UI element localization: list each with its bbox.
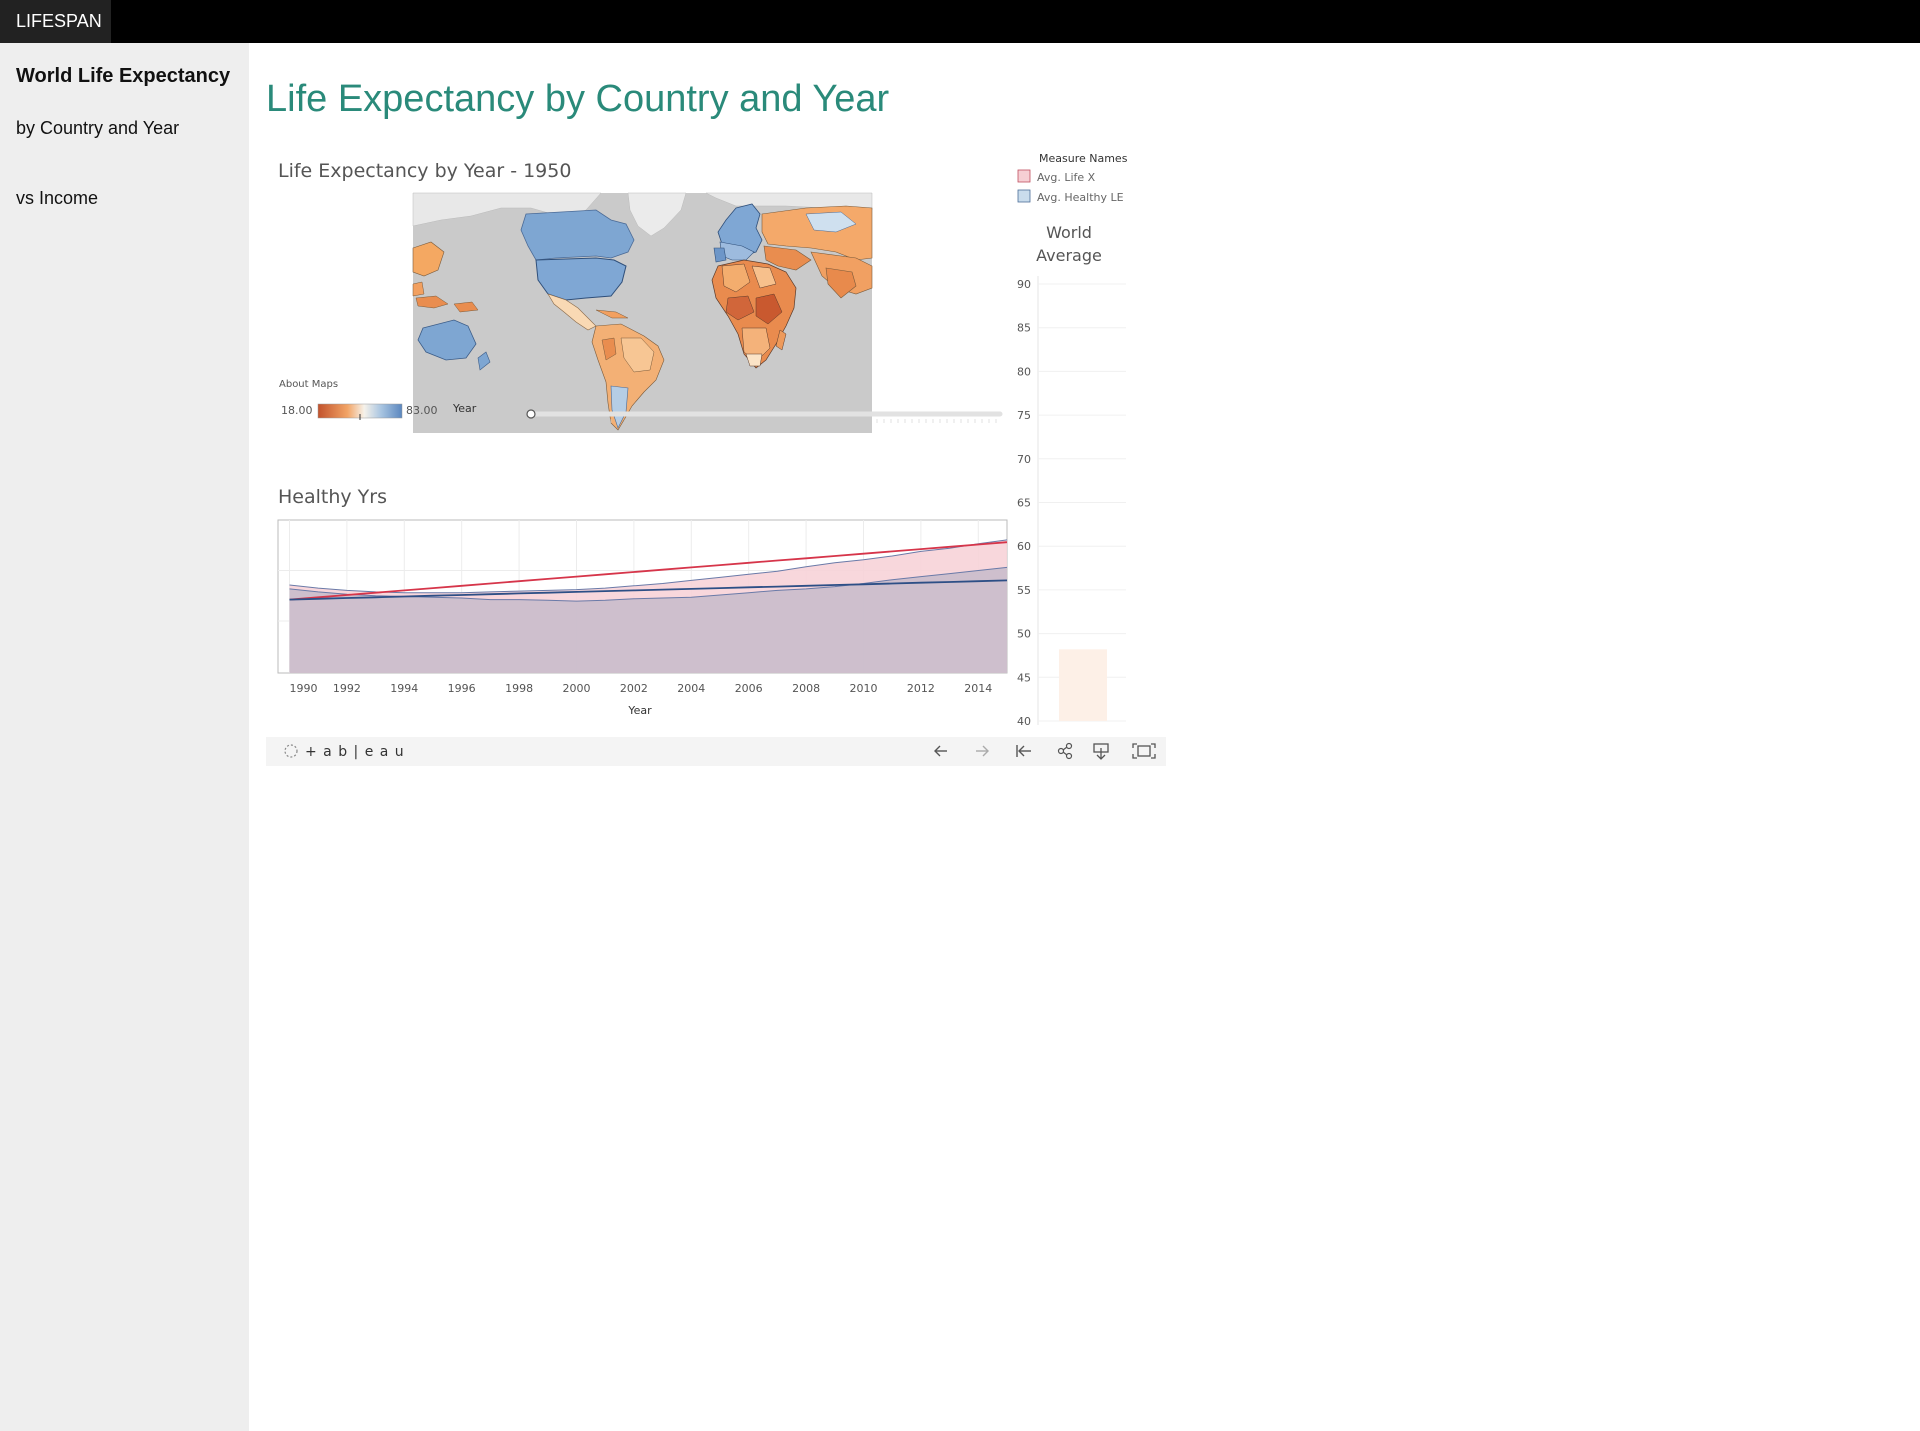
measure-legend: Measure Names Avg. Life X Avg. Healthy L… [1017, 152, 1128, 204]
healthy-chart-xtick: 2000 [562, 682, 590, 695]
sidebar-link-by-country[interactable]: by Country and Year [16, 118, 180, 138]
legend-title: Measure Names [1039, 152, 1128, 165]
area-series-lower [289, 567, 1007, 673]
world-avg-title-line2: Average [1036, 246, 1102, 265]
tableau-logo-text[interactable]: + a b | e a u [305, 744, 405, 760]
tableau-logo-icon[interactable] [284, 744, 298, 758]
healthy-chart-xtick: 2014 [964, 682, 992, 695]
viz-canvas: Life Expectancy by Year - 1950 [266, 152, 1166, 766]
sidebar-link-vs-income[interactable]: vs Income [16, 188, 99, 208]
healthy-chart-xtick: 2004 [677, 682, 705, 695]
world-avg-ytick: 75 [1017, 409, 1031, 422]
brand-link[interactable]: LIFESPAN [0, 0, 111, 43]
healthy-chart-xtick: 1998 [505, 682, 533, 695]
top-navbar: LIFESPAN [0, 0, 1920, 43]
page-title: Life Expectancy by Country and Year [266, 78, 890, 120]
undo-icon[interactable] [934, 745, 947, 757]
sidebar: World Life Expectancy by Country and Yea… [0, 43, 249, 1431]
legend-swatch-life-x [1017, 169, 1031, 183]
share-icon[interactable] [1057, 742, 1073, 760]
world-avg-ytick: 50 [1017, 628, 1031, 641]
world-avg-ytick: 45 [1017, 671, 1031, 684]
healthy-chart-xtick: 2010 [849, 682, 877, 695]
world-avg-ytick: 65 [1017, 497, 1031, 510]
healthy-chart-xtick: 2002 [620, 682, 648, 695]
world-avg-ytick: 80 [1017, 365, 1031, 378]
healthy-chart-title: Healthy Yrs [278, 486, 387, 508]
healthy-chart-xtick: 1994 [390, 682, 418, 695]
legend-swatch-healthy-le [1017, 189, 1031, 203]
healthy-chart-xtick: 2012 [907, 682, 935, 695]
tableau-toolbar: + a b | e a u [266, 737, 1166, 766]
world-avg-ytick: 85 [1017, 322, 1031, 335]
map-title: Life Expectancy by Year - 1950 [278, 160, 571, 182]
line-series-trend-blue [289, 579, 1008, 601]
line-series-outline-upper [289, 539, 1008, 594]
healthy-chart-xtick: 1990 [289, 682, 317, 695]
healthy-chart-xtick: 2006 [735, 682, 763, 695]
world-avg-ytick: 40 [1017, 715, 1031, 728]
fullscreen-icon[interactable] [1132, 743, 1156, 759]
world-avg-ytick: 55 [1017, 584, 1031, 597]
world-average-chart[interactable]: 90 85 80 75 70 65 60 55 50 45 40 [1017, 276, 1126, 728]
color-scale-legend: 18.00 83.00 [281, 403, 438, 420]
year-slider-handle[interactable] [526, 409, 536, 419]
healthy-chart-xtick: 2008 [792, 682, 820, 695]
revert-icon[interactable] [1016, 745, 1031, 757]
world-avg-ytick: 60 [1017, 540, 1031, 553]
healthy-chart-xlabel: Year [627, 704, 652, 717]
world-avg-bar [1059, 649, 1107, 721]
year-slider[interactable] [526, 409, 1003, 423]
healthy-chart-xtick: 1992 [333, 682, 361, 695]
sidebar-title: World Life Expectancy [16, 65, 231, 87]
redo-icon[interactable] [976, 745, 989, 757]
download-icon[interactable] [1093, 743, 1109, 760]
legend-label-healthy-le: Avg. Healthy LE [1037, 191, 1124, 204]
world-map[interactable] [412, 192, 873, 433]
legend-label-life-x: Avg. Life X [1037, 171, 1096, 184]
world-avg-ytick: 90 [1017, 278, 1031, 291]
world-avg-title-line1: World [1046, 223, 1092, 242]
scale-max-label: 83.00 [406, 404, 438, 417]
year-slider-label: Year [452, 402, 477, 415]
healthy-yrs-chart[interactable]: 1990 1992 1994 1996 1998 2000 2002 2004 2006 2008… [277, 519, 1008, 695]
world-avg-ytick: 70 [1017, 453, 1031, 466]
healthy-chart-xtick: 1996 [448, 682, 476, 695]
scale-min-label: 18.00 [281, 404, 313, 417]
line-series-trend-red [289, 541, 1008, 601]
tableau-viz[interactable]: Life Expectancy by Year - 1950 [266, 148, 1166, 766]
about-maps-link[interactable]: About Maps [279, 379, 338, 390]
